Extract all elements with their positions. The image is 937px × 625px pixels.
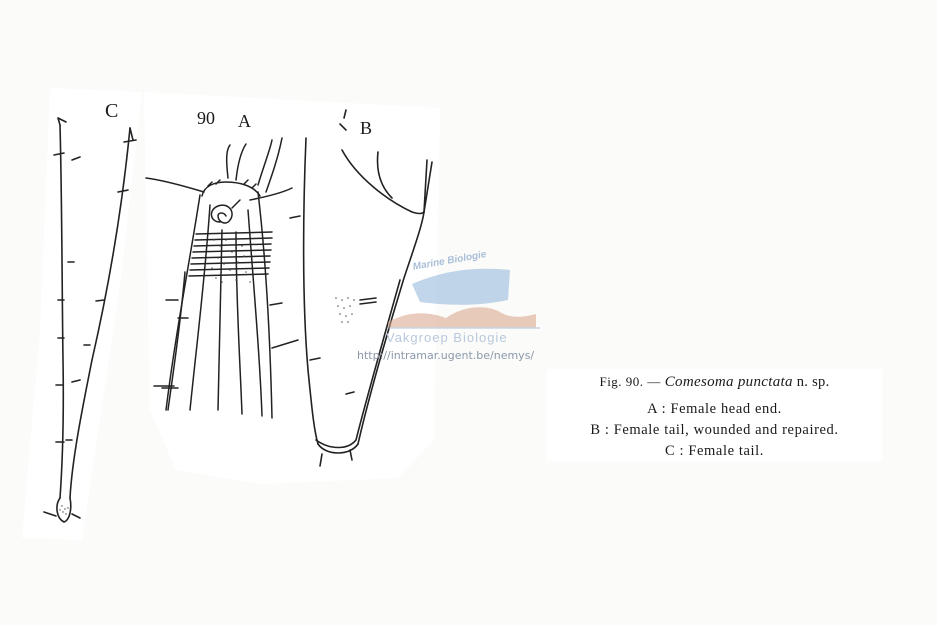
caption-item-c: C : Female tail. [665, 443, 764, 459]
figure-caption: Fig. 90. — Comesoma punctata n. sp. A : … [547, 369, 882, 461]
watermark-url: http://intramar.ugent.be/nemys/ [357, 349, 535, 362]
figure-number: 90 [197, 108, 215, 128]
panel-label-a: A [238, 111, 251, 131]
panel-c-stippling [59, 505, 69, 515]
caption-item-b: B : Female tail, wounded and repaired. [590, 422, 839, 438]
panel-ab-paper [144, 92, 440, 484]
panel-b-drawing [289, 109, 433, 467]
caption-item-a: A : Female head end. [647, 401, 782, 417]
panel-c-drawing [43, 117, 137, 523]
panel-a-drawing [145, 137, 299, 419]
panel-label-b: B [360, 118, 373, 138]
caption-fig-label: Fig. 90. — [599, 374, 661, 389]
watermark-middle-text: Vakgroep Biologie [386, 330, 508, 345]
caption-species: Comesoma punctata [664, 374, 793, 390]
panel-label-c: C [105, 100, 119, 122]
caption-title: Fig. 90. — Comesoma punctata n. sp. [547, 371, 882, 393]
panel-a-stippling [211, 239, 251, 283]
panel-b-stippling [335, 297, 355, 323]
caption-suffix: n. sp. [792, 374, 830, 390]
watermark-logo [388, 268, 540, 329]
panel-c-paper [22, 88, 142, 540]
